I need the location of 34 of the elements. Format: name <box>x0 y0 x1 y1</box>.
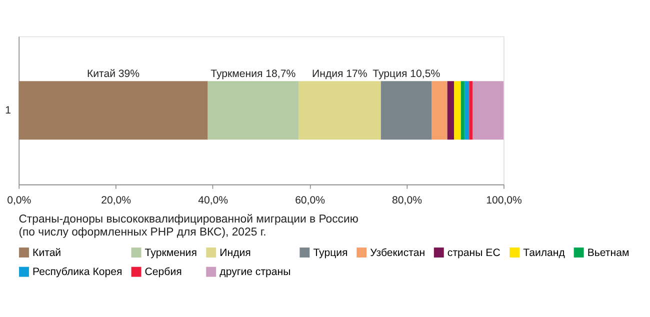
x-tick-label: 60,0% <box>295 194 326 206</box>
data-label: Туркмения 18,7% <box>210 68 296 80</box>
legend-label: Китай <box>32 246 62 259</box>
legend-label: Турция <box>313 246 348 259</box>
bar <box>432 81 448 140</box>
bar <box>447 81 454 140</box>
legend-label: Туркмения <box>144 246 197 259</box>
bar <box>464 81 470 140</box>
legend-label: Таиланд <box>523 246 565 259</box>
legend-label: Узбекистан <box>370 246 426 259</box>
x-tick-label: 0,0% <box>7 194 32 206</box>
bar <box>472 81 504 140</box>
legend-label: Сербия <box>144 266 182 278</box>
legend-label: другие страны <box>220 266 291 278</box>
bar <box>460 81 465 140</box>
legend-label: страны ЕС <box>447 246 501 259</box>
data-label: Китай 39% <box>86 68 140 80</box>
x-tick-label: 100,0% <box>486 194 522 206</box>
bar <box>208 81 298 140</box>
bar <box>380 81 432 140</box>
bar <box>298 81 381 140</box>
x-tick-label: 80,0% <box>392 194 423 206</box>
data-label: Индия 17% <box>312 68 368 80</box>
bar <box>454 81 461 140</box>
x-tick-label: 40,0% <box>198 194 229 206</box>
legend-label: Индия <box>220 246 251 259</box>
bar <box>18 81 208 140</box>
text: Страны-доноры высококвалифицированной миграции в Россию (по числу оформленных РНР для ВКС), 2025 г. <box>18 214 359 239</box>
x-tick-label: 20,0% <box>101 194 132 206</box>
y-tick-label: 1 <box>5 104 12 117</box>
data-label: Турция 10,5% <box>372 68 441 80</box>
bar <box>469 81 473 140</box>
legend-label: Вьетнам <box>587 246 630 259</box>
legend-label: Республика Корея <box>32 266 122 278</box>
